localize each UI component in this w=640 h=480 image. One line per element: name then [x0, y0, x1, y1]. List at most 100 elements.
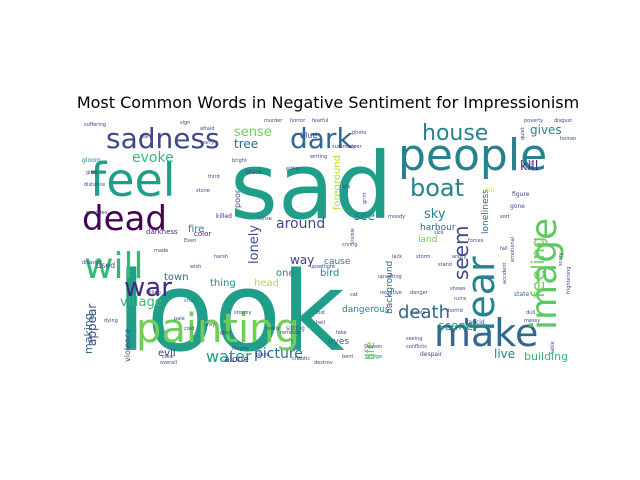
word-gray: gray [220, 330, 231, 336]
word-dead: dead [82, 199, 167, 239]
word-killed: killed [216, 213, 232, 220]
word-state: state [514, 291, 530, 298]
word-fear: fear [459, 256, 503, 332]
word-color: color [194, 230, 211, 238]
word-tense: tense [258, 216, 272, 222]
word-gives: gives [530, 123, 562, 137]
word-war: war [124, 273, 172, 303]
word-even: Even [184, 238, 196, 244]
word-cloud: look sad people feel painting make fear image wi… [80, 118, 576, 364]
word-storm: storm [416, 254, 431, 260]
word-fall: fall [500, 246, 508, 252]
word-bird: bird [320, 268, 339, 279]
word-despair: despair [420, 351, 443, 358]
word-black: black [246, 169, 262, 176]
word-appear: appear [85, 304, 99, 346]
word-tree: tree [234, 137, 258, 151]
word-accident: accident [502, 263, 508, 284]
word-moody: moody [388, 214, 405, 220]
word-village: village [120, 295, 163, 310]
word-sad: sad [230, 133, 393, 240]
word-homes: homes [560, 136, 576, 142]
word-chaotic: chaotic [292, 356, 310, 362]
word-bridge: bridge [366, 354, 382, 360]
word-cat: cat [350, 292, 358, 298]
word-ugly: ugly [340, 184, 351, 190]
word-enemies: enemies [86, 210, 108, 216]
word-worry: worry [200, 140, 214, 146]
word-ships: ships [184, 298, 197, 304]
word-season: Season [364, 344, 382, 350]
word-around: around [276, 216, 325, 232]
word-afraid: afraid [200, 126, 215, 132]
word-bit: bit [486, 186, 495, 194]
word-frightening: frightening [566, 267, 572, 295]
word-feeling: feeling [528, 237, 549, 298]
word-dying: dying [104, 318, 118, 324]
word-war-128: war [140, 134, 150, 140]
word-sense: sense [234, 125, 272, 140]
word-third: third [208, 174, 220, 180]
word-messy: messy [524, 318, 540, 324]
word-horror: horror [290, 118, 306, 124]
word-stormy: stormy [234, 310, 251, 316]
word-upset: upset [310, 264, 324, 270]
word-people: people [398, 130, 547, 181]
word-overall: overall [160, 360, 177, 364]
word-crying: crying [342, 242, 358, 248]
word-sort: sort [500, 214, 510, 220]
word-visible: visible [350, 228, 356, 244]
word-fire: fire [188, 224, 204, 235]
word-make: make [434, 311, 538, 355]
word-danger: danger [410, 290, 429, 296]
word-violence: violence [123, 329, 132, 362]
word-shows: shows [450, 286, 466, 292]
word-one: one [276, 268, 295, 279]
word-really: really [266, 326, 280, 332]
word-used: used [96, 261, 115, 270]
word-forces: forces [468, 238, 484, 244]
word-house: house [422, 121, 488, 146]
word-town: town [164, 272, 189, 283]
word-disgust: disgust [554, 118, 572, 124]
word-either: either [286, 166, 302, 172]
word-reminds: reminds [280, 330, 301, 336]
word-lonely: lonely [247, 225, 262, 264]
word-gloom: gloom [82, 157, 101, 164]
word-figure: figure [512, 191, 530, 198]
word-foreground: foreground [332, 155, 343, 210]
word-lack: lack [392, 254, 402, 260]
word-life: life [363, 342, 377, 360]
word-kill: kill [520, 159, 538, 174]
word-seem: seem [449, 225, 473, 280]
word-angry: angry [452, 254, 466, 260]
word-poor: poor [233, 189, 242, 208]
word-will: will [84, 246, 143, 287]
word-dark: dark [290, 122, 353, 155]
word-way: way [290, 253, 314, 267]
word-bent: bent [342, 354, 353, 360]
word-sick: sick [434, 230, 444, 236]
chart-title: Most Common Words in Negative Sentiment … [76, 93, 580, 112]
word-painting: painting [136, 306, 300, 352]
word-evoke: evoke [132, 150, 174, 166]
word-gone: gone [510, 203, 525, 210]
word-land: land [418, 235, 437, 245]
word-head: head [254, 278, 279, 289]
word-distance: distance [84, 182, 105, 188]
word-making: making [82, 313, 95, 354]
word-conflicts: conflicts [406, 344, 427, 350]
word-death: death [398, 302, 450, 323]
word-grim: grim [362, 192, 368, 204]
word-harsh: harsh [214, 254, 228, 260]
word-sadness: sadness [106, 122, 220, 155]
word-dangerous: dangerous [342, 305, 390, 315]
word-look: look [116, 248, 345, 364]
word-scary: scary [558, 253, 564, 266]
word-sitting: sitting [286, 325, 305, 332]
word-glow: glow [86, 170, 98, 176]
word-disaster: disaster [82, 260, 103, 266]
word-dull: dull [526, 310, 535, 316]
word-destroy: destroy [314, 360, 333, 364]
